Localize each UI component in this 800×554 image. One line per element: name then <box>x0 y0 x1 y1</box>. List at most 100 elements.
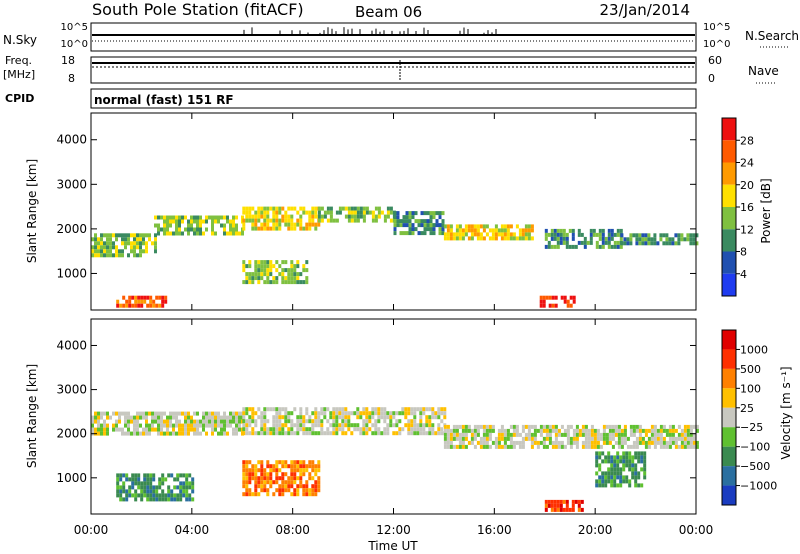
data-cell <box>482 428 486 433</box>
data-cell <box>572 295 576 300</box>
data-cell <box>91 249 94 254</box>
data-cell <box>458 440 462 445</box>
data-cell <box>299 226 303 231</box>
data-cell <box>611 424 615 429</box>
data-cell <box>506 232 510 237</box>
data-cell <box>500 436 504 441</box>
data-cell <box>530 436 534 441</box>
data-cell <box>211 415 214 420</box>
data-cell <box>547 240 551 245</box>
data-cell <box>103 419 106 424</box>
data-cell <box>293 476 297 481</box>
data-cell <box>196 227 199 232</box>
data-cell <box>509 236 513 241</box>
data-band <box>116 295 168 308</box>
data-cell <box>293 407 297 412</box>
data-cell <box>544 244 548 249</box>
data-cell <box>476 428 480 433</box>
data-cell <box>631 471 635 476</box>
colorbar-segment <box>722 273 736 296</box>
data-cell <box>130 431 133 436</box>
data-cell <box>314 415 318 420</box>
data-cell <box>383 419 387 424</box>
data-cell <box>137 485 141 490</box>
data-cell <box>208 415 211 420</box>
data-cell <box>193 431 196 436</box>
data-cell <box>419 407 423 412</box>
data-cell <box>94 415 97 420</box>
data-cell <box>604 236 608 241</box>
data-cell <box>476 424 480 429</box>
data-cell <box>601 475 605 480</box>
data-cell <box>383 411 387 416</box>
data-cell <box>695 428 699 433</box>
data-cell <box>539 299 543 304</box>
data-cell <box>260 411 264 416</box>
data-cell <box>158 493 162 498</box>
data-cell <box>275 407 279 412</box>
data-cell <box>260 488 264 493</box>
data-cell <box>389 415 393 420</box>
data-cell <box>659 436 663 441</box>
data-cell <box>121 253 124 258</box>
data-cell <box>232 223 235 228</box>
data-cell <box>290 411 294 416</box>
data-cell <box>275 419 279 424</box>
data-cell <box>290 268 294 273</box>
data-cell <box>124 241 127 246</box>
data-cell <box>245 480 249 485</box>
data-cell <box>569 303 573 308</box>
data-cell <box>172 219 175 224</box>
data-cell <box>290 214 294 219</box>
data-cell <box>176 485 180 490</box>
data-cell <box>278 484 282 489</box>
data-cell <box>389 206 393 211</box>
data-cell <box>449 428 453 433</box>
data-cell <box>443 236 447 241</box>
data-cell <box>335 407 339 412</box>
data-cell <box>275 222 279 227</box>
data-cell <box>242 431 246 436</box>
data-cell <box>299 222 303 227</box>
data-cell <box>302 206 306 211</box>
data-cell <box>122 485 126 490</box>
data-cell <box>293 431 297 436</box>
data-cell <box>155 485 159 490</box>
data-cell <box>494 440 498 445</box>
data-cell <box>314 472 318 477</box>
data-cell <box>638 428 642 433</box>
data-cell <box>172 415 175 420</box>
data-cell <box>317 488 321 493</box>
data-cell <box>299 464 303 469</box>
data-cell <box>97 253 100 258</box>
data-band <box>544 499 584 512</box>
data-cell <box>377 206 381 211</box>
data-cell <box>305 488 309 493</box>
data-cell <box>287 276 291 281</box>
data-cell <box>296 210 300 215</box>
data-cell <box>559 503 563 508</box>
data-cell <box>145 427 148 432</box>
data-cell <box>455 428 459 433</box>
data-cell <box>260 226 264 231</box>
data-cell <box>317 431 321 436</box>
data-cell <box>193 411 196 416</box>
data-cell <box>143 493 147 498</box>
data-cell <box>521 424 525 429</box>
data-cell <box>100 237 103 242</box>
data-cell <box>263 484 267 489</box>
data-cell <box>245 460 249 465</box>
data-cell <box>220 419 223 424</box>
cpid-label: CPID <box>5 92 34 105</box>
data-cell <box>515 432 519 437</box>
data-cell <box>223 411 226 416</box>
data-cell <box>386 210 390 215</box>
data-cell <box>434 431 438 436</box>
data-cell <box>164 493 168 498</box>
data-cell <box>461 228 465 233</box>
data-cell <box>139 237 142 242</box>
data-cell <box>257 407 261 412</box>
data-cell <box>121 241 124 246</box>
data-cell <box>438 215 442 220</box>
data-cell <box>662 444 666 449</box>
